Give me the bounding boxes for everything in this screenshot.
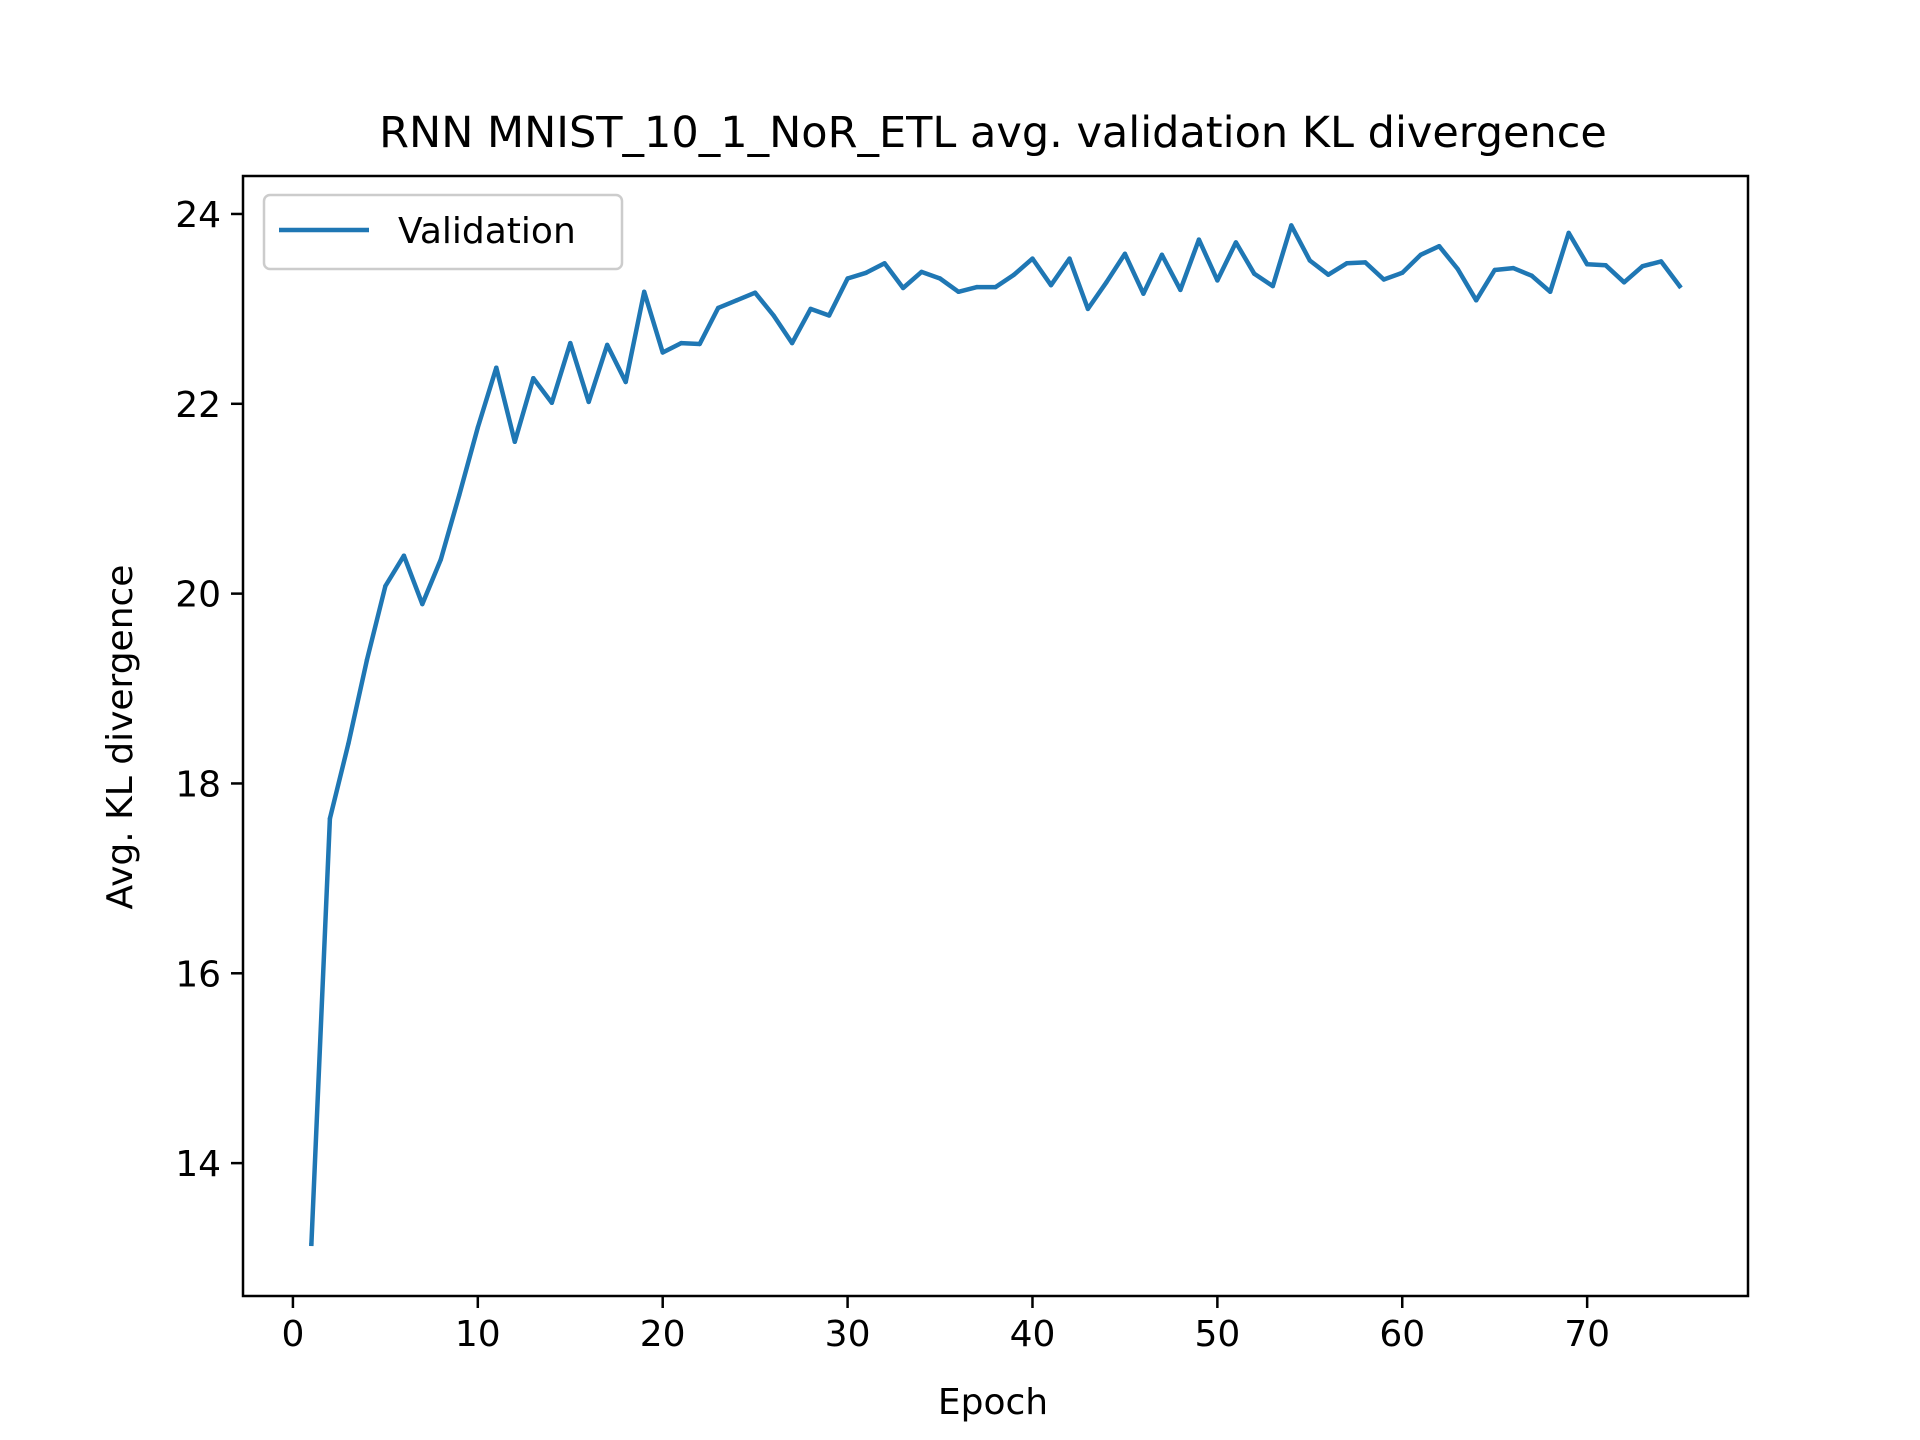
data-point — [697, 341, 702, 347]
data-point — [438, 557, 443, 562]
data-point — [586, 399, 591, 405]
data-point — [309, 1241, 314, 1247]
x-tick-label: 10 — [455, 1314, 501, 1355]
data-point — [1566, 230, 1571, 236]
plot-frame — [241, 174, 1750, 1298]
data-point — [956, 289, 961, 294]
data-point — [1381, 277, 1387, 282]
data-point — [1677, 283, 1682, 289]
data-point — [1122, 251, 1128, 256]
data-point — [494, 365, 499, 370]
y-tick-label: 16 — [175, 954, 221, 995]
data-point — [1196, 237, 1202, 242]
x-tick-label: 30 — [825, 1314, 871, 1355]
data-point — [1640, 264, 1645, 269]
data-point — [364, 657, 370, 663]
y-tick-label: 24 — [175, 195, 221, 236]
x-tick-label: 40 — [1010, 1314, 1056, 1355]
data-point — [1658, 259, 1664, 264]
data-point — [1085, 306, 1091, 312]
data-point — [605, 342, 610, 348]
data-point — [1492, 267, 1497, 273]
data-point — [771, 313, 776, 318]
data-point — [1030, 256, 1035, 261]
y-tick-label: 20 — [175, 575, 221, 616]
data-point — [1252, 271, 1257, 276]
data-point — [974, 284, 980, 290]
legend-box — [262, 193, 624, 271]
data-point — [623, 379, 628, 385]
x-tick-label: 0 — [281, 1314, 304, 1355]
data-point — [1067, 256, 1072, 261]
data-point — [401, 553, 407, 558]
data-point — [1141, 291, 1146, 296]
data-point — [1344, 261, 1350, 266]
chart-title: RNN MNIST_10_1_NoR_ETL avg. validation K… — [379, 108, 1607, 158]
data-point — [845, 276, 850, 281]
data-point — [882, 261, 887, 266]
data-point — [1159, 252, 1165, 257]
data-point — [1048, 283, 1054, 288]
data-point — [1511, 265, 1516, 271]
data-point — [1400, 270, 1405, 275]
data-point — [1233, 240, 1239, 245]
data-point — [1178, 287, 1183, 293]
data-point — [993, 284, 998, 290]
x-axis-title: Epoch — [938, 1382, 1048, 1423]
data-point — [826, 313, 832, 318]
data-point — [1621, 280, 1627, 285]
data-point — [1529, 273, 1534, 278]
data-point — [531, 376, 536, 381]
data-point — [1289, 223, 1294, 228]
data-point — [1548, 289, 1553, 294]
data-point — [512, 439, 517, 444]
x-tick-label: 60 — [1379, 1314, 1425, 1355]
data-point — [752, 290, 758, 295]
data-point — [642, 289, 647, 294]
data-point — [457, 492, 462, 498]
data-point — [1603, 263, 1608, 268]
data-point — [549, 400, 554, 405]
x-tick-label: 50 — [1194, 1314, 1240, 1355]
data-point — [789, 340, 795, 346]
data-point — [734, 298, 739, 303]
data-point — [420, 601, 425, 607]
data-point — [327, 816, 333, 821]
y-tick-label: 18 — [175, 764, 221, 805]
data-point — [1104, 280, 1109, 285]
data-point — [937, 276, 943, 281]
data-point — [679, 340, 684, 346]
data-point — [900, 285, 906, 291]
data-point — [1270, 283, 1276, 289]
y-tick-label: 22 — [175, 385, 221, 426]
data-point — [1474, 298, 1479, 303]
data-point — [1455, 266, 1460, 272]
data-point — [808, 306, 813, 312]
legend: Validation — [262, 193, 624, 271]
data-point — [383, 583, 388, 589]
data-point — [863, 270, 869, 275]
data-point — [1584, 262, 1590, 267]
data-point — [346, 741, 351, 746]
data-point — [1437, 244, 1442, 249]
data-point — [1418, 252, 1423, 257]
x-tick-label: 20 — [640, 1314, 686, 1355]
data-point — [716, 305, 721, 311]
data-point — [475, 425, 480, 430]
data-point — [919, 269, 924, 275]
data-point — [660, 350, 665, 355]
y-axis-title: Avg. KL divergence — [100, 565, 141, 910]
data-point — [1326, 272, 1331, 277]
plot-area: 0 10 20 30 40 50 60 70 14 16 18 20 22 24 — [175, 174, 1750, 1355]
x-tick-label: 70 — [1564, 1314, 1610, 1355]
legend-label-validation: Validation — [398, 211, 576, 252]
data-point — [568, 340, 573, 346]
y-tick-label: 14 — [175, 1144, 221, 1185]
data-point — [1363, 260, 1368, 265]
data-point — [1011, 272, 1017, 277]
data-point — [1307, 258, 1313, 263]
data-point — [1215, 278, 1220, 283]
